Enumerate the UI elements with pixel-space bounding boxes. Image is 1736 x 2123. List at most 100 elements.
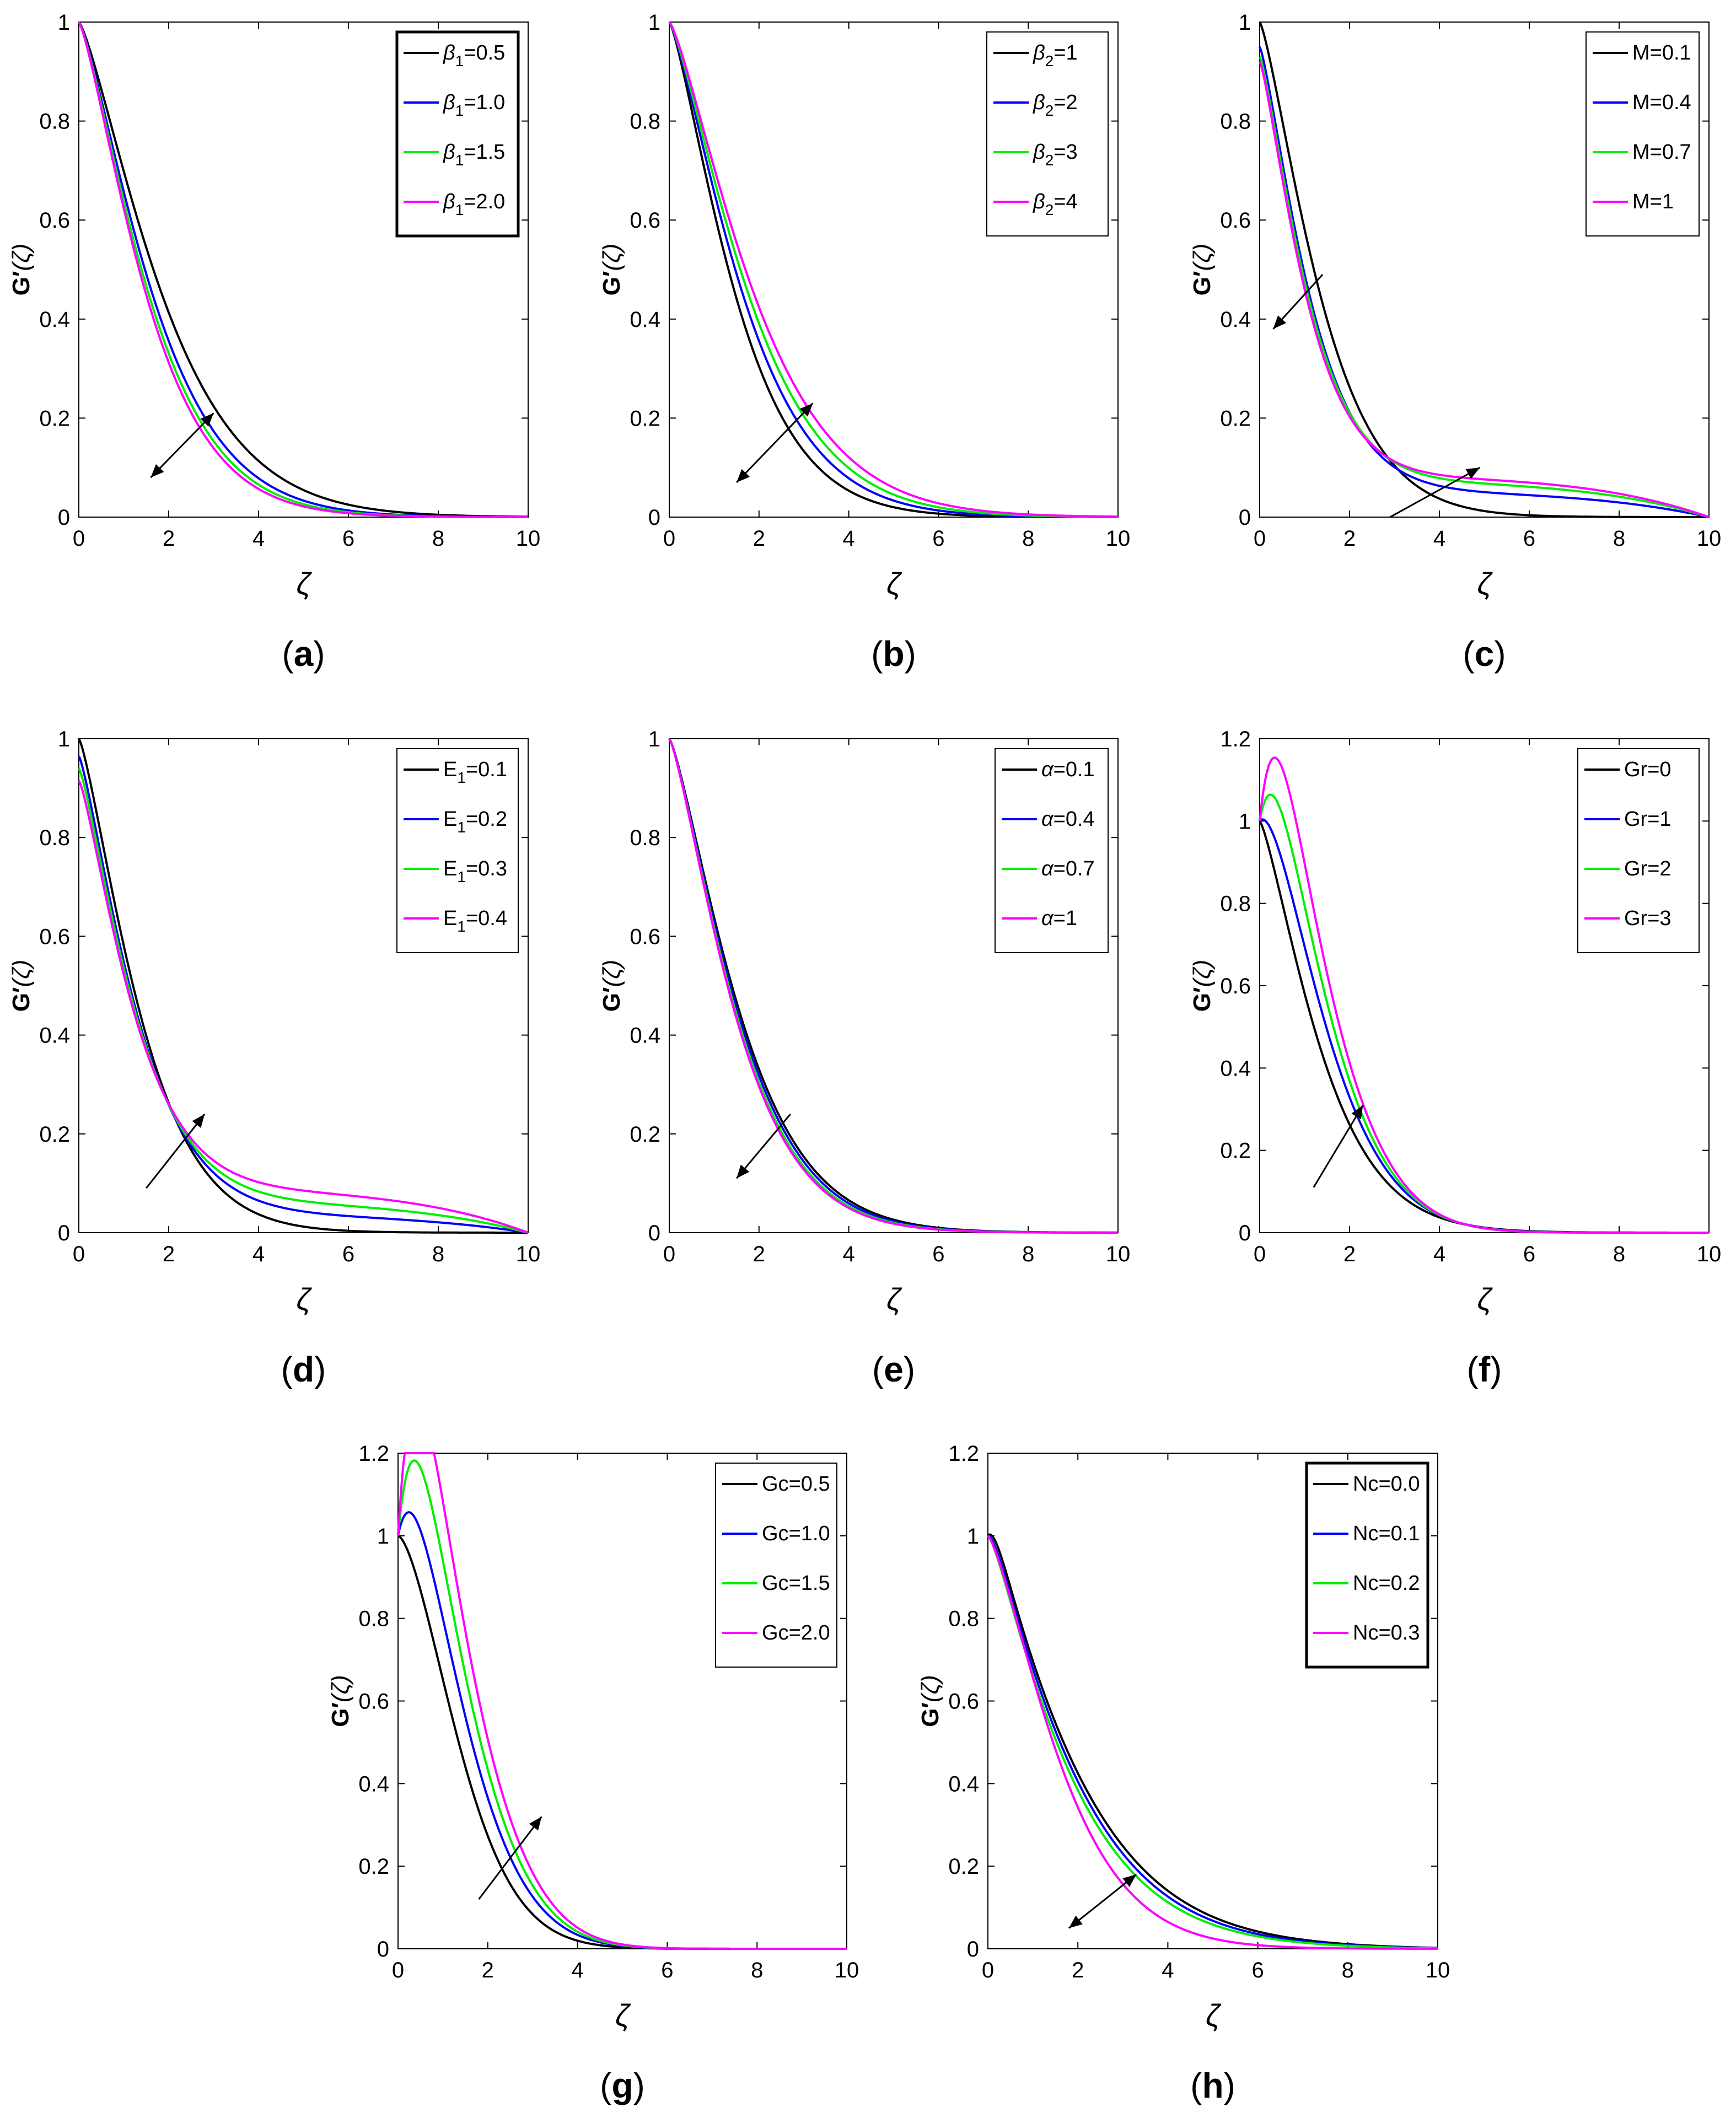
y-tick-label: 1.2 <box>1220 727 1251 751</box>
y-tick-label: 0.4 <box>948 1772 979 1796</box>
legend-label-0: α=0.1 <box>1041 758 1095 781</box>
panel-caption: (c) <box>1463 634 1506 674</box>
legend-label-0: Nc=0.0 <box>1353 1472 1420 1496</box>
x-tick-label: 2 <box>163 1242 175 1266</box>
legend-label-2: M=0.7 <box>1632 141 1691 164</box>
legend-label-0: β1=0.5 <box>443 41 505 69</box>
chart-panel-a: 0 2 4 6 8 10 0 0.2 0.4 0.6 0.8 1 ζ G′(ζ) β1=0.5 β1=1.0 β… <box>8 10 540 674</box>
y-tick-label: 0.8 <box>358 1607 389 1631</box>
x-tick-label: 8 <box>432 1242 444 1266</box>
trend-arrow-tail-head <box>737 469 750 483</box>
y-axis-label: G′(ζ) <box>1189 960 1216 1012</box>
legend-label-0: β2=1 <box>1033 41 1078 69</box>
x-tick-label: 10 <box>1426 1958 1450 1982</box>
x-axis-label: ζ <box>886 1282 902 1316</box>
panel-caption: (g) <box>600 2066 645 2105</box>
x-tick-label: 0 <box>663 1242 675 1266</box>
x-tick-label: 4 <box>842 1242 854 1266</box>
plot-frame <box>78 738 529 1233</box>
y-tick-label: 0.2 <box>1220 406 1251 431</box>
series-line-3 <box>987 1535 1438 1950</box>
x-tick-label: 0 <box>1254 1242 1266 1266</box>
trend-arrow-head <box>529 1816 542 1831</box>
legend-label-1: β1=1.0 <box>443 91 505 119</box>
x-axis-label: ζ <box>1477 566 1493 601</box>
y-tick-label: 0 <box>1239 1221 1251 1245</box>
panel-caption: (b) <box>871 634 916 674</box>
x-axis-label: ζ <box>297 1282 313 1316</box>
legend-label-0: Gr=0 <box>1624 758 1671 781</box>
series-line-3 <box>668 738 1118 1234</box>
y-tick-label: 0 <box>967 1937 979 1961</box>
y-tick-label: 1 <box>648 10 660 35</box>
trend-arrow <box>478 1816 542 1900</box>
legend-label-1: Nc=0.1 <box>1353 1522 1420 1545</box>
y-tick-label: 0 <box>648 506 660 530</box>
x-tick-label: 2 <box>482 1958 494 1982</box>
x-axis-label: ζ <box>886 566 902 601</box>
y-tick-label: 0.2 <box>39 406 70 431</box>
series-line-2 <box>1259 56 1710 518</box>
y-tick-label: 0.8 <box>1220 110 1251 134</box>
trend-arrow-head <box>1273 315 1287 329</box>
y-tick-label: 0.2 <box>630 1122 660 1147</box>
series-line-3 <box>1259 756 1709 1234</box>
y-tick-label: 0.2 <box>1220 1139 1251 1163</box>
x-tick-label: 6 <box>1523 1242 1535 1266</box>
x-tick-label: 0 <box>392 1958 404 1982</box>
x-tick-label: 10 <box>1697 1242 1722 1266</box>
panel-caption: (d) <box>281 1350 326 1389</box>
legend-label-0: M=0.1 <box>1632 41 1691 65</box>
chart-panel-g: 0 2 4 6 8 10 0 0.2 0.4 0.6 0.8 1 1.2 ζ G′(ζ) Gc=0.5 Gc=1… <box>327 1442 859 2105</box>
trend-arrow <box>150 412 214 479</box>
chart-panel-f: 0 2 4 6 8 10 0 0.2 0.4 0.6 0.8 1 1.2 ζ G′(ζ) Gr=0 Gr=1 Gr… <box>1189 727 1721 1389</box>
legend-label-1: Gc=1.0 <box>762 1522 830 1545</box>
y-axis-label: G′(ζ) <box>598 960 625 1012</box>
y-tick-label: 0.2 <box>39 1122 70 1147</box>
x-tick-label: 8 <box>432 526 444 551</box>
y-tick-label: 1.2 <box>948 1442 979 1466</box>
series-line-2 <box>987 1535 1438 1950</box>
y-tick-label: 0.2 <box>630 406 660 431</box>
x-tick-label: 0 <box>1254 526 1266 551</box>
x-tick-label: 10 <box>1106 526 1131 551</box>
y-axis-label: G′(ζ) <box>917 1675 944 1727</box>
chart-panel-c: 0 2 4 6 8 10 0 0.2 0.4 0.6 0.8 1 ζ G′(ζ) M=0.1 M=0.4 M=0… <box>1189 10 1721 674</box>
y-tick-label: 0.8 <box>630 826 660 850</box>
trend-arrow-head <box>799 403 813 417</box>
legend-label-3: Gc=2.0 <box>762 1621 830 1644</box>
y-tick-label: 0.6 <box>358 1690 389 1714</box>
y-tick-label: 0.8 <box>39 826 70 850</box>
x-tick-label: 10 <box>1106 1242 1131 1266</box>
y-tick-label: 0 <box>58 506 70 530</box>
panel-caption: (f) <box>1467 1350 1502 1389</box>
y-tick-label: 1 <box>967 1524 979 1549</box>
legend-label-3: Nc=0.3 <box>1353 1621 1420 1644</box>
y-axis-label: G′(ζ) <box>327 1675 354 1727</box>
plot-frame <box>669 738 1119 1233</box>
x-axis-label: ζ <box>297 566 313 601</box>
y-tick-label: 0 <box>377 1937 389 1961</box>
trend-arrow <box>1068 1873 1137 1929</box>
x-tick-label: 10 <box>516 526 541 551</box>
legend-label-1: β2=2 <box>1033 91 1078 119</box>
x-tick-label: 4 <box>1162 1958 1174 1982</box>
x-tick-label: 0 <box>982 1958 994 1982</box>
y-tick-label: 1 <box>1239 10 1251 35</box>
trend-arrow-tail-head <box>200 413 214 427</box>
y-tick-label: 0 <box>1239 506 1251 530</box>
y-axis-label: G′(ζ) <box>1189 244 1216 295</box>
x-tick-label: 8 <box>751 1958 763 1982</box>
x-tick-label: 8 <box>1613 526 1625 551</box>
x-tick-label: 2 <box>163 526 175 551</box>
x-tick-label: 6 <box>932 526 944 551</box>
x-tick-label: 4 <box>1433 1242 1445 1266</box>
y-tick-label: 0.8 <box>948 1607 979 1631</box>
legend-label-3: M=1 <box>1632 190 1674 213</box>
trend-arrow-tail-head <box>1122 1874 1137 1887</box>
legend-label-3: Gr=3 <box>1624 907 1671 930</box>
trend-arrow-head <box>151 464 164 478</box>
x-tick-label: 4 <box>571 1958 583 1982</box>
chart-panel-h: 0 2 4 6 8 10 0 0.2 0.4 0.6 0.8 1 1.2 ζ G′(ζ) Nc=0.0 Nc=0… <box>917 1442 1450 2105</box>
x-tick-label: 4 <box>1433 526 1445 551</box>
